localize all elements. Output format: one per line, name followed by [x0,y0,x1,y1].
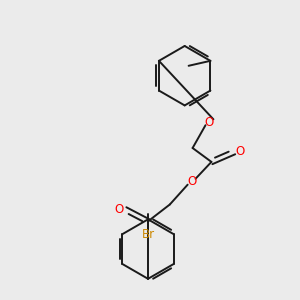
Text: O: O [236,146,245,158]
Text: O: O [115,203,124,216]
Text: O: O [205,116,214,129]
Text: O: O [187,175,196,188]
Text: Br: Br [142,228,154,241]
